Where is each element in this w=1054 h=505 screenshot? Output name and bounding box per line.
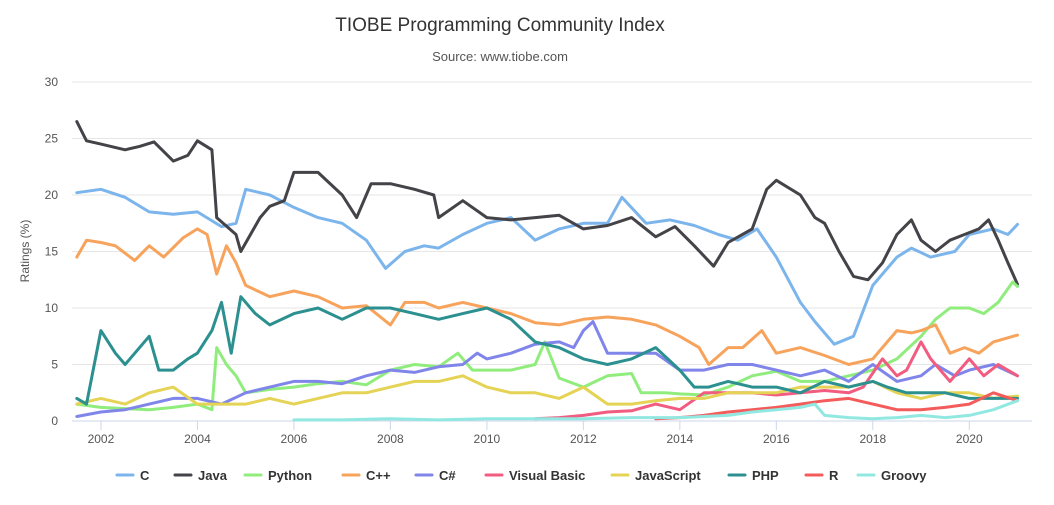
y-tick-label: 5: [51, 358, 58, 372]
legend-label: PHP: [752, 468, 779, 483]
legend-item-r[interactable]: R: [804, 468, 839, 483]
y-tick-label: 30: [45, 75, 59, 89]
legend-label: Visual Basic: [509, 468, 585, 483]
series-line-c-: [75, 227, 1019, 366]
legend-label: Java: [198, 468, 228, 483]
series-lines: [75, 120, 1019, 422]
legend-label: C: [140, 468, 150, 483]
series-line-groovy: [292, 399, 1019, 422]
legend-item-groovy[interactable]: Groovy: [856, 468, 927, 483]
series-line-c-: [75, 320, 1019, 418]
legend-label: Groovy: [881, 468, 927, 483]
legend-item-c-[interactable]: C#: [414, 468, 456, 483]
legend[interactable]: C Java Python C++ C# Visual Basic JavaScript PH…: [115, 468, 927, 483]
series-line-c: [75, 187, 1019, 346]
chart-subtitle: Source: www.tiobe.com: [432, 49, 568, 64]
x-tick-label: 2002: [88, 432, 115, 446]
x-tick-label: 2010: [474, 432, 501, 446]
legend-item-c-[interactable]: C++: [341, 468, 391, 483]
legend-item-java[interactable]: Java: [173, 468, 228, 483]
y-tick-label: 10: [45, 301, 59, 315]
x-tick-label: 2016: [763, 432, 790, 446]
x-tick-label: 2004: [184, 432, 211, 446]
legend-item-javascript[interactable]: JavaScript: [610, 468, 701, 483]
series-line-php: [75, 295, 1019, 406]
x-tick-label: 2008: [377, 432, 404, 446]
x-tick-label: 2006: [281, 432, 308, 446]
y-tick-label: 25: [45, 132, 59, 146]
x-tick-label: 2014: [666, 432, 693, 446]
gridlines: [72, 81, 1032, 422]
legend-item-python[interactable]: Python: [243, 468, 312, 483]
legend-label: R: [829, 468, 839, 483]
legend-label: JavaScript: [635, 468, 701, 483]
legend-label: Python: [268, 468, 312, 483]
y-tick-label: 15: [45, 245, 59, 259]
series-line-javascript: [75, 374, 1019, 406]
y-axis-ticks: 0 5 10 15 20 25 30: [45, 75, 59, 428]
legend-label: C++: [366, 468, 391, 483]
series-line-java: [75, 120, 1019, 286]
x-tick-label: 2018: [859, 432, 886, 446]
y-tick-label: 20: [45, 188, 59, 202]
x-axis-ticks: 2002 2004 2006 2008 2010 2012 2014 2016 2018 2020: [88, 421, 983, 446]
legend-item-c[interactable]: C: [115, 468, 150, 483]
legend-item-visual-basic[interactable]: Visual Basic: [484, 468, 585, 483]
chart-title: TIOBE Programming Community Index: [335, 15, 665, 36]
series-line-r: [654, 391, 1019, 421]
x-tick-label: 2012: [570, 432, 597, 446]
legend-item-php[interactable]: PHP: [727, 468, 779, 483]
y-tick-label: 0: [51, 414, 58, 428]
series-line-visual-basic: [533, 340, 1019, 421]
y-axis-label: Ratings (%): [18, 220, 32, 283]
x-tick-label: 2020: [956, 432, 983, 446]
legend-label: C#: [439, 468, 456, 483]
